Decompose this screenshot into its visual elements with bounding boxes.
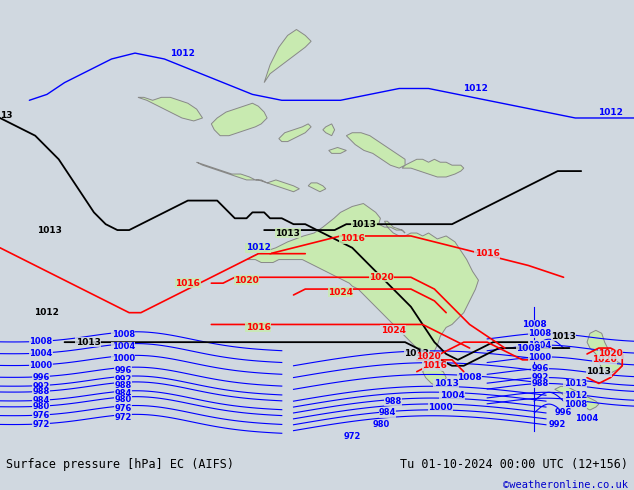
Text: 13: 13: [0, 111, 13, 120]
Polygon shape: [247, 203, 479, 357]
Text: 972: 972: [32, 420, 50, 429]
Text: 1008: 1008: [529, 329, 552, 338]
Text: 1013: 1013: [351, 220, 377, 229]
Text: ©weatheronline.co.uk: ©weatheronline.co.uk: [503, 480, 628, 490]
Polygon shape: [308, 183, 326, 192]
Text: 1012: 1012: [246, 243, 271, 252]
Polygon shape: [138, 98, 202, 121]
Text: 1020: 1020: [369, 273, 394, 282]
Text: 996: 996: [115, 366, 132, 375]
Text: 1013: 1013: [564, 379, 587, 388]
Text: 1024: 1024: [381, 326, 406, 335]
Text: 988: 988: [385, 397, 402, 406]
Text: 1013: 1013: [434, 379, 458, 388]
Text: 1012: 1012: [169, 49, 195, 58]
Text: 972: 972: [115, 413, 132, 422]
Polygon shape: [279, 124, 311, 142]
Polygon shape: [423, 366, 446, 387]
Text: 1012: 1012: [34, 308, 60, 317]
Text: 996: 996: [32, 373, 50, 382]
Text: 1013: 1013: [551, 332, 576, 341]
Text: 1008: 1008: [30, 337, 53, 346]
Polygon shape: [593, 368, 598, 371]
Text: 992: 992: [32, 382, 50, 391]
Text: Tu 01-10-2024 00:00 UTC (12+156): Tu 01-10-2024 00:00 UTC (12+156): [399, 458, 628, 471]
Text: 1024: 1024: [328, 288, 353, 296]
Text: 1020: 1020: [592, 355, 617, 365]
Polygon shape: [264, 29, 311, 83]
Polygon shape: [402, 159, 463, 177]
Text: 992: 992: [115, 375, 132, 384]
Text: 1008: 1008: [564, 400, 587, 409]
Text: 1012: 1012: [463, 84, 488, 93]
Text: 1020: 1020: [416, 352, 441, 362]
Text: 1000: 1000: [30, 361, 53, 370]
Text: 1000: 1000: [428, 403, 453, 412]
Text: 996: 996: [555, 409, 573, 417]
Text: 988: 988: [531, 379, 548, 388]
Polygon shape: [197, 162, 256, 180]
Text: 984: 984: [32, 396, 50, 405]
Text: 1008: 1008: [112, 330, 135, 340]
Text: 1004: 1004: [112, 342, 135, 351]
Text: 1016: 1016: [475, 249, 500, 258]
Text: 1004: 1004: [29, 349, 53, 358]
Polygon shape: [346, 133, 405, 168]
Text: 988: 988: [115, 381, 132, 390]
Text: 1013: 1013: [37, 225, 62, 235]
Text: Surface pressure [hPa] EC (AIFS): Surface pressure [hPa] EC (AIFS): [6, 458, 235, 471]
Text: 980: 980: [32, 402, 49, 411]
Text: 1004: 1004: [529, 341, 552, 350]
Text: 1004: 1004: [439, 391, 465, 400]
Text: 1013: 1013: [275, 228, 300, 238]
Text: 1000: 1000: [112, 354, 135, 363]
Text: 1013: 1013: [75, 338, 101, 346]
Text: 980: 980: [373, 420, 390, 429]
Text: 1012: 1012: [598, 108, 623, 117]
Text: 996: 996: [531, 364, 549, 373]
Text: 1016: 1016: [246, 323, 271, 332]
Text: 992: 992: [531, 373, 549, 382]
Text: 1016: 1016: [340, 234, 365, 244]
Text: 992: 992: [549, 420, 566, 429]
Text: 1020: 1020: [598, 349, 623, 359]
Text: 1016: 1016: [422, 361, 447, 370]
Text: 1000: 1000: [529, 352, 552, 362]
Text: 1020: 1020: [234, 276, 259, 285]
Text: 1013: 1013: [586, 367, 611, 376]
Text: 988: 988: [32, 388, 49, 396]
Polygon shape: [323, 124, 335, 136]
Polygon shape: [329, 147, 346, 153]
Polygon shape: [211, 103, 267, 136]
Text: 976: 976: [115, 404, 132, 413]
Text: 976: 976: [32, 411, 50, 420]
Text: 1013: 1013: [404, 349, 429, 359]
Text: 1008: 1008: [457, 373, 482, 382]
Polygon shape: [555, 387, 598, 410]
Polygon shape: [587, 330, 622, 375]
Text: 984: 984: [115, 390, 132, 398]
Text: 984: 984: [378, 409, 396, 417]
Text: 972: 972: [344, 432, 361, 441]
Text: 1008: 1008: [522, 320, 547, 329]
Polygon shape: [256, 180, 299, 192]
Text: 1008: 1008: [516, 343, 541, 353]
Text: 1016: 1016: [176, 279, 200, 288]
Text: 980: 980: [115, 395, 132, 404]
Text: 1012: 1012: [564, 391, 587, 400]
Text: 1004: 1004: [576, 415, 598, 423]
